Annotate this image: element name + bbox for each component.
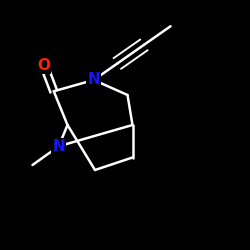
Text: N: N xyxy=(52,139,65,154)
Text: N: N xyxy=(88,72,100,88)
Text: O: O xyxy=(37,58,50,72)
